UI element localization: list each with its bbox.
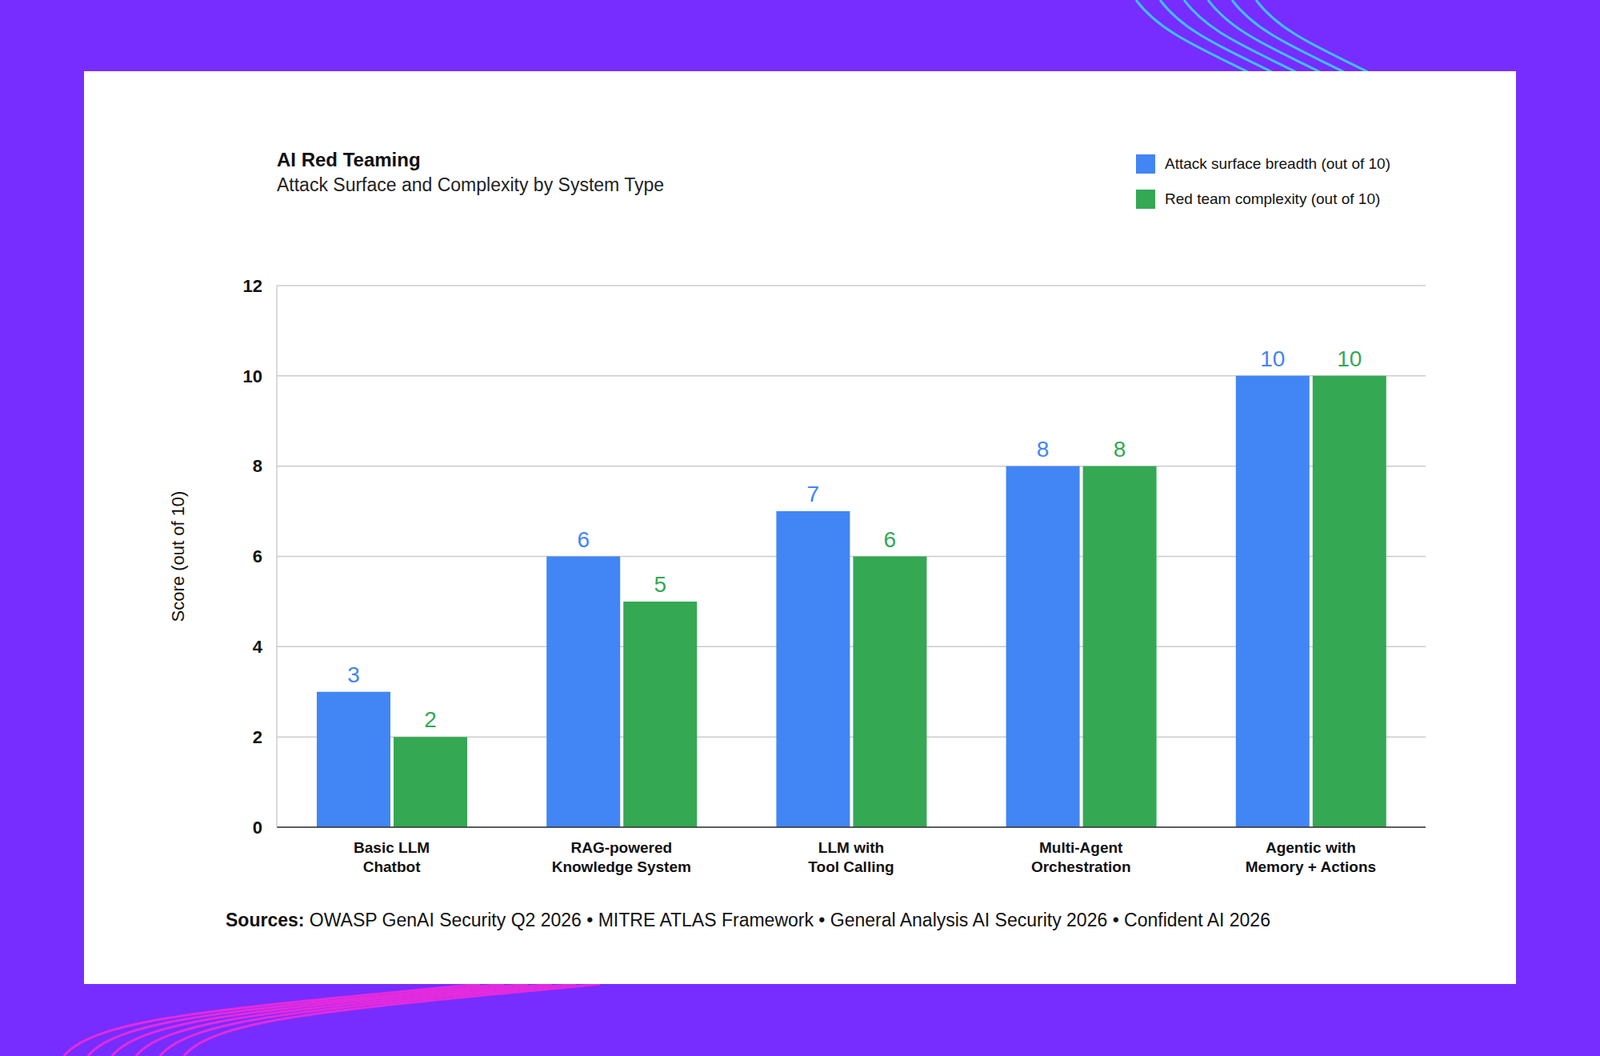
html-text:Red team complexity (out of 10: Red team complexity (out of 10): [1164, 190, 1381, 208]
svg-text:4: 4: [252, 636, 264, 657]
html-text:Attack surface breadth (out of: Attack surface breadth (out of 10): [1164, 155, 1391, 172]
html-text:Sources: OWASP GenAI Security: Sources: OWASP GenAI Security Q2 2026 • …: [225, 909, 1271, 931]
svg-text:12: 12: [243, 276, 263, 296]
svg-text:Basic LLMChatbot: Basic LLMChatbot: [353, 839, 430, 876]
svg-text:Multi-AgentOrchestration: Multi-AgentOrchestration: [1031, 839, 1132, 876]
svg-text:8: 8: [1113, 436, 1127, 462]
html-text:Attack Surface and Complexity: Attack Surface and Complexity by System …: [276, 174, 665, 196]
svg-text:10: 10: [1260, 346, 1285, 372]
svg-text:10: 10: [243, 366, 263, 387]
svg-text:6: 6: [884, 527, 897, 552]
svg-text:2: 2: [424, 707, 437, 732]
html-text:AI Red Teaming: AI Red Teaming: [276, 148, 421, 171]
svg-text:7: 7: [807, 481, 820, 507]
svg-text:Score (out of 10): Score (out of 10): [168, 491, 188, 623]
svg-text:RAG-poweredKnowledge System: RAG-poweredKnowledge System: [552, 839, 692, 876]
svg-text:5: 5: [653, 572, 667, 597]
svg-text:Agentic withMemory + Actions: Agentic withMemory + Actions: [1245, 839, 1376, 876]
svg-text:0: 0: [252, 817, 263, 838]
svg-text:6: 6: [252, 546, 263, 567]
svg-text:LLM withTool Calling: LLM withTool Calling: [808, 839, 894, 876]
svg-text:8: 8: [252, 456, 263, 476]
svg-text:6: 6: [576, 527, 590, 552]
svg-text:10: 10: [1336, 346, 1362, 372]
svg-text:3: 3: [347, 662, 360, 688]
svg-text:8: 8: [1036, 436, 1050, 462]
svg-text:2: 2: [252, 727, 263, 748]
